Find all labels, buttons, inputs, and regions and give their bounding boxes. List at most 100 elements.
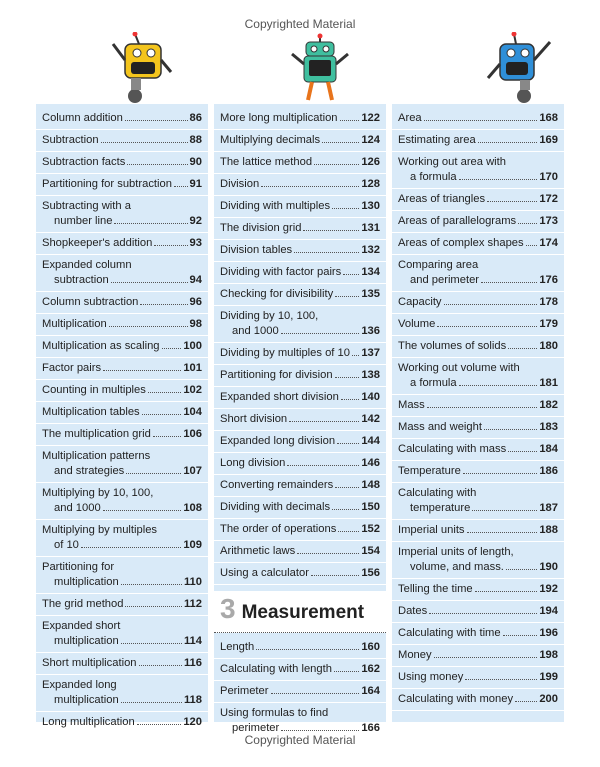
entry-title: Arithmetic laws bbox=[220, 545, 296, 557]
page-number: 174 bbox=[539, 237, 558, 249]
toc-entry: Partitioning for division 138 bbox=[214, 365, 386, 387]
page-number: 198 bbox=[539, 649, 558, 661]
entry-title: Calculating with time bbox=[398, 627, 501, 639]
entry-title: Expanded long division bbox=[220, 435, 336, 447]
entry-title: volume, and mass. bbox=[410, 561, 504, 573]
page-number: 173 bbox=[539, 215, 558, 227]
page-number: 168 bbox=[539, 112, 558, 124]
toc-entry: Areas of triangles 172 bbox=[392, 189, 564, 211]
page-number: 135 bbox=[361, 288, 380, 300]
leader-dots bbox=[458, 179, 538, 180]
toc-entry: Dividing with multiples 130 bbox=[214, 196, 386, 218]
entry-line: Dividing with factor pairs 134 bbox=[220, 265, 380, 280]
page-number: 92 bbox=[189, 215, 202, 227]
entry-title: and perimeter bbox=[410, 274, 480, 286]
entry-title: Long multiplication bbox=[42, 716, 135, 728]
entry-line: Subtraction facts 90 bbox=[42, 155, 202, 170]
entry-line: Multiplication tables 104 bbox=[42, 405, 202, 420]
leader-dots bbox=[426, 407, 538, 408]
leader-dots bbox=[458, 385, 538, 386]
entry-title: Dividing by 10, 100, bbox=[220, 310, 319, 322]
page-number: 107 bbox=[183, 465, 202, 477]
leader-dots bbox=[343, 274, 360, 275]
page-number: 200 bbox=[539, 693, 558, 705]
leader-dots bbox=[110, 282, 188, 283]
toc-entry: Multiplying by 10, 100, and 1000 108 bbox=[36, 483, 208, 520]
leader-dots bbox=[127, 164, 188, 165]
page-number: 169 bbox=[539, 134, 558, 146]
entry-title: Money bbox=[398, 649, 432, 661]
page-number: 96 bbox=[189, 296, 202, 308]
entry-line: Money 198 bbox=[398, 648, 558, 663]
toc-entry: Long multiplication 120 bbox=[36, 712, 208, 734]
toc-column: Area 168 Estimating area 169 Working out are… bbox=[392, 104, 564, 722]
toc-entry: Mass and weight 183 bbox=[392, 417, 564, 439]
toc-entry: Dividing by 10, 100, and 1000 136 bbox=[214, 306, 386, 343]
page-number: 150 bbox=[361, 501, 380, 513]
entry-title: temperature bbox=[410, 502, 471, 514]
entry-title: Using formulas to find bbox=[220, 707, 329, 719]
entry-line: Volume 179 bbox=[398, 317, 558, 332]
entry-line: and 1000 108 bbox=[42, 501, 202, 516]
entry-line: Short multiplication 116 bbox=[42, 656, 202, 671]
entry-line: Telling the time 192 bbox=[398, 582, 558, 597]
entry-line: The multiplication grid 106 bbox=[42, 427, 202, 442]
toc-entry: Subtracting with a number line 92 bbox=[36, 196, 208, 233]
entry-line: Expanded column bbox=[42, 258, 202, 273]
leader-dots bbox=[423, 120, 538, 121]
page-number: 91 bbox=[189, 178, 202, 190]
page-number: 94 bbox=[189, 274, 202, 286]
entry-title: and 1000 bbox=[54, 502, 101, 514]
leader-dots bbox=[525, 245, 538, 246]
entry-title: The multiplication grid bbox=[42, 428, 151, 440]
page-number: 106 bbox=[183, 428, 202, 440]
page-number: 192 bbox=[539, 583, 558, 595]
toc-entry: Checking for divisibility 135 bbox=[214, 284, 386, 306]
leader-dots bbox=[270, 693, 360, 694]
leader-dots bbox=[518, 223, 538, 224]
page-number: 120 bbox=[183, 716, 202, 728]
toc-entry: Short multiplication 116 bbox=[36, 653, 208, 675]
leader-dots bbox=[335, 296, 360, 297]
toc-entry: Working out area with a formula 170 bbox=[392, 152, 564, 189]
toc-entry: Area 168 bbox=[392, 108, 564, 130]
entry-title: Calculating with money bbox=[398, 693, 514, 705]
entry-line: Long multiplication 120 bbox=[42, 715, 202, 730]
toc-entry: The lattice method 126 bbox=[214, 152, 386, 174]
entry-title: Areas of parallelograms bbox=[398, 215, 517, 227]
robot bbox=[111, 32, 173, 103]
toc-entry: Volume 179 bbox=[392, 314, 564, 336]
entry-title: Dividing by multiples of 10 bbox=[220, 347, 350, 359]
entry-title: Multiplying decimals bbox=[220, 134, 321, 146]
entry-title: Checking for divisibility bbox=[220, 288, 334, 300]
entry-line: The lattice method 126 bbox=[220, 155, 380, 170]
entry-title: Expanded short division bbox=[220, 391, 339, 403]
entry-title: Dates bbox=[398, 605, 428, 617]
entry-line: Calculating with mass 184 bbox=[398, 442, 558, 457]
toc-entry: The volumes of solids 180 bbox=[392, 336, 564, 358]
entry-title: The lattice method bbox=[220, 156, 313, 168]
toc-entry: Expanded long multiplication 118 bbox=[36, 675, 208, 712]
entry-title: Partitioning for subtraction bbox=[42, 178, 172, 190]
entry-line: Multiplication as scaling 100 bbox=[42, 339, 202, 354]
leader-dots bbox=[338, 531, 360, 532]
entry-title: Dividing with factor pairs bbox=[220, 266, 342, 278]
toc-column: Column addition 86 Subtraction 88 Subtractio… bbox=[36, 104, 208, 734]
entry-title: multiplication bbox=[54, 576, 119, 588]
toc-entry: Using a calculator 156 bbox=[214, 563, 386, 585]
entry-line: Calculating with time 196 bbox=[398, 626, 558, 641]
entry-line: Arithmetic laws 154 bbox=[220, 544, 380, 559]
entry-line: Multiplying decimals 124 bbox=[220, 133, 380, 148]
entry-title: Multiplying by multiples bbox=[42, 524, 158, 536]
page-number: 187 bbox=[539, 502, 558, 514]
leader-dots bbox=[481, 282, 538, 283]
entry-title: Length bbox=[220, 641, 255, 653]
entry-title: Mass and weight bbox=[398, 421, 482, 433]
page-number: 130 bbox=[361, 200, 380, 212]
entry-line: Dates 194 bbox=[398, 604, 558, 619]
entry-title: Subtracting with a bbox=[42, 200, 131, 212]
entry-title: Perimeter bbox=[220, 685, 269, 697]
toc-entry: Multiplying decimals 124 bbox=[214, 130, 386, 152]
leader-dots bbox=[472, 510, 538, 511]
toc-entry: Multiplication 98 bbox=[36, 314, 208, 336]
